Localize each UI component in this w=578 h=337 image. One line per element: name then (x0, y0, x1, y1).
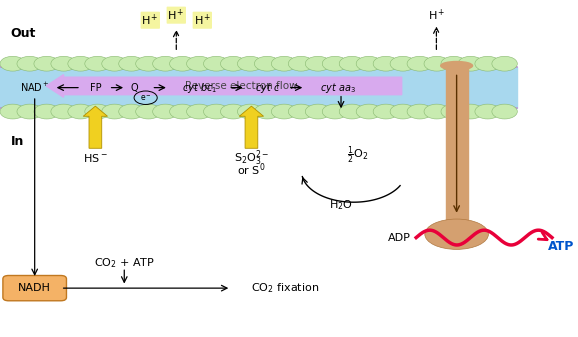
Text: Reverse electron flow: Reverse electron flow (185, 81, 298, 91)
Text: H$^+$: H$^+$ (194, 12, 211, 28)
Circle shape (288, 56, 314, 71)
Circle shape (272, 104, 297, 119)
Circle shape (407, 104, 432, 119)
Text: Q: Q (130, 83, 138, 93)
Circle shape (203, 104, 229, 119)
Circle shape (407, 56, 432, 71)
Circle shape (339, 104, 365, 119)
Text: NAD$^+$: NAD$^+$ (20, 81, 50, 94)
Circle shape (272, 56, 297, 71)
Text: cyt $bc_1$: cyt $bc_1$ (182, 81, 217, 95)
Text: H$^+$: H$^+$ (168, 7, 185, 23)
Circle shape (390, 56, 416, 71)
Circle shape (187, 104, 212, 119)
Circle shape (441, 104, 466, 119)
Text: HS$^-$: HS$^-$ (83, 152, 108, 164)
Text: $\frac{1}{2}$O$_2$: $\frac{1}{2}$O$_2$ (347, 144, 368, 166)
Text: or S$^0$: or S$^0$ (237, 162, 266, 179)
Circle shape (34, 56, 60, 71)
Ellipse shape (425, 219, 488, 249)
Circle shape (424, 104, 450, 119)
Text: e$^-$: e$^-$ (140, 93, 151, 102)
Circle shape (373, 56, 399, 71)
Circle shape (356, 104, 381, 119)
Text: S$_2$O$_3^{2-}$: S$_2$O$_3^{2-}$ (234, 149, 269, 168)
Circle shape (492, 56, 517, 71)
Text: CO$_2$ + ATP: CO$_2$ + ATP (94, 256, 155, 270)
Text: cyt $c$: cyt $c$ (255, 81, 280, 95)
Circle shape (305, 104, 331, 119)
Circle shape (85, 104, 110, 119)
Text: H$^+$: H$^+$ (428, 7, 445, 23)
Circle shape (339, 56, 365, 71)
Circle shape (323, 56, 348, 71)
Circle shape (169, 104, 195, 119)
Circle shape (203, 56, 229, 71)
Ellipse shape (440, 61, 472, 70)
Bar (446, 64, 468, 243)
Circle shape (254, 56, 280, 71)
Circle shape (373, 104, 399, 119)
Circle shape (85, 56, 110, 71)
Text: H$^+$: H$^+$ (142, 12, 159, 28)
Circle shape (17, 56, 42, 71)
Circle shape (0, 104, 25, 119)
Circle shape (17, 104, 42, 119)
FancyBboxPatch shape (3, 276, 66, 301)
Circle shape (220, 56, 246, 71)
Circle shape (475, 56, 501, 71)
Circle shape (458, 104, 483, 119)
Circle shape (136, 56, 161, 71)
Circle shape (169, 56, 195, 71)
Text: ATP: ATP (547, 240, 574, 252)
Circle shape (153, 104, 178, 119)
Circle shape (492, 104, 517, 119)
Circle shape (136, 104, 161, 119)
Circle shape (356, 56, 381, 71)
Circle shape (153, 56, 178, 71)
Text: NADH: NADH (18, 283, 51, 293)
Bar (0, 67, 517, 108)
Circle shape (34, 104, 60, 119)
Text: H$_2$O: H$_2$O (329, 199, 353, 212)
Circle shape (288, 104, 314, 119)
Circle shape (254, 104, 280, 119)
Circle shape (238, 56, 263, 71)
Text: In: In (10, 135, 24, 148)
Circle shape (51, 56, 76, 71)
Circle shape (390, 104, 416, 119)
Circle shape (187, 56, 212, 71)
Circle shape (424, 56, 450, 71)
Circle shape (323, 104, 348, 119)
FancyArrow shape (239, 106, 264, 148)
Circle shape (118, 56, 144, 71)
Circle shape (475, 104, 501, 119)
Circle shape (51, 104, 76, 119)
Text: ADP: ADP (387, 233, 410, 243)
Circle shape (102, 104, 127, 119)
Circle shape (0, 56, 25, 71)
Text: Out: Out (10, 27, 36, 40)
Circle shape (305, 56, 331, 71)
Circle shape (220, 104, 246, 119)
FancyArrow shape (83, 106, 108, 148)
Text: CO$_2$ fixation: CO$_2$ fixation (251, 281, 320, 295)
Circle shape (68, 56, 93, 71)
Circle shape (102, 56, 127, 71)
Text: cyt $aa_3$: cyt $aa_3$ (320, 81, 356, 95)
Circle shape (458, 56, 483, 71)
Text: FP: FP (90, 83, 101, 93)
FancyArrow shape (46, 75, 402, 97)
Circle shape (238, 104, 263, 119)
Circle shape (118, 104, 144, 119)
Circle shape (441, 56, 466, 71)
Circle shape (68, 104, 93, 119)
